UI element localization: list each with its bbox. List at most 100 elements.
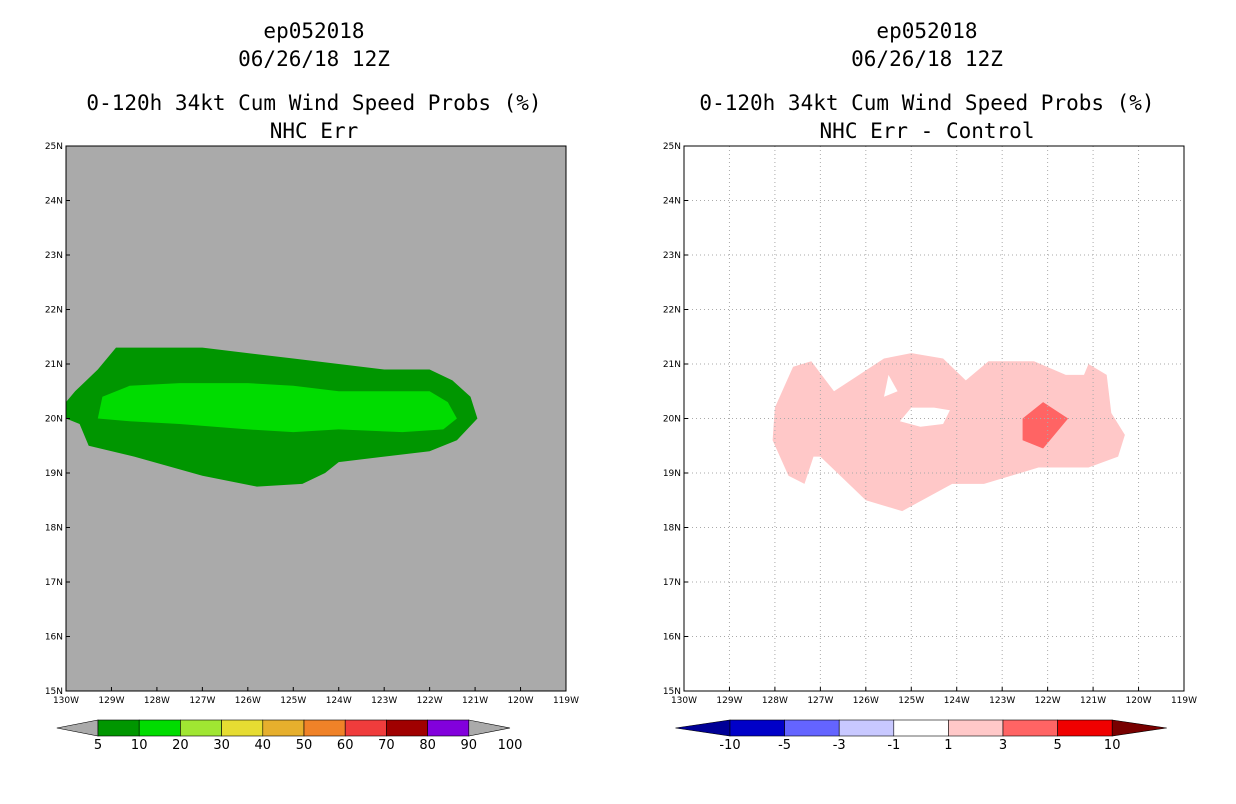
lon-tick-label: 130W — [53, 696, 79, 706]
lon-tick-label: 127W — [189, 696, 215, 706]
lon-tick-label: 122W — [417, 696, 443, 706]
lon-tick-label: 119W — [553, 696, 579, 706]
lat-tick-label: 22N — [663, 306, 681, 316]
colorbar-label: 20 — [172, 738, 189, 753]
lon-tick-label: 124W — [326, 696, 352, 706]
right-subtitle: NHC Err - Control — [820, 119, 1035, 143]
colorbar-label: 30 — [213, 738, 230, 753]
colorbar-label: 10 — [1104, 738, 1121, 753]
lat-tick-label: 24N — [663, 197, 681, 207]
lat-tick-label: 18N — [45, 524, 63, 534]
right-contours — [772, 353, 1125, 512]
colorbar-segment — [303, 719, 346, 737]
colorbar-segment — [784, 719, 840, 737]
colorbar-segment — [948, 719, 1004, 737]
right-grid — [684, 146, 1184, 691]
lat-tick-label: 24N — [45, 197, 63, 207]
colorbar-label: 40 — [255, 738, 272, 753]
lon-tick-label: 128W — [762, 696, 788, 706]
colorbar-segment — [893, 719, 949, 737]
left-colorbar: 5 10 20 30 40 50 60 70 80 90 100 — [56, 719, 522, 753]
lat-tick-label: 16N — [663, 633, 681, 643]
lat-tick-label: 19N — [45, 469, 63, 479]
lon-tick-label: 119W — [1171, 696, 1197, 706]
lon-tick-label: 128W — [144, 696, 170, 706]
left-datetime: 06/26/18 12Z — [238, 47, 390, 71]
colorbar-segment — [729, 719, 785, 737]
right-product-title: 0-120h 34kt Cum Wind Speed Probs (%) — [699, 91, 1154, 115]
colorbar-label: -1 — [887, 738, 900, 753]
right-colorbar: -10 -5 -3 -1 1 3 5 10 — [675, 719, 1167, 753]
colorbar-label: 1 — [944, 738, 952, 753]
lon-tick-label: 129W — [716, 696, 742, 706]
lat-tick-label: 16N — [45, 633, 63, 643]
lat-tick-label: 19N — [663, 469, 681, 479]
right-axis-ticks: 130W 129W 128W 127W 126W 125W 124W 123W 122W 121W… — [663, 142, 1197, 706]
lat-tick-label: 25N — [45, 142, 63, 152]
lon-tick-label: 120W — [508, 696, 534, 706]
colorbar-segment — [138, 719, 181, 737]
lat-tick-label: 21N — [663, 360, 681, 370]
lat-tick-label: 22N — [45, 306, 63, 316]
colorbar-segment — [838, 719, 895, 737]
colorbar-label: -3 — [833, 738, 846, 753]
contour-3-5 — [1022, 402, 1069, 449]
colorbar-segment — [97, 719, 140, 737]
left-product-title: 0-120h 34kt Cum Wind Speed Probs (%) — [86, 91, 541, 115]
colorbar-segment — [386, 719, 428, 737]
lon-tick-label: 121W — [1080, 696, 1106, 706]
right-panel: ep052018 06/26/18 12Z 0-120h 34kt Cum Wi… — [663, 19, 1197, 753]
lat-tick-label: 18N — [663, 524, 681, 534]
lat-tick-label: 20N — [663, 415, 681, 425]
lat-tick-label: 21N — [45, 360, 63, 370]
lat-tick-label: 23N — [45, 251, 63, 261]
lon-tick-label: 129W — [98, 696, 124, 706]
colorbar-label: 10 — [131, 738, 148, 753]
colorbar-label: 70 — [378, 738, 395, 753]
colorbar-label: 90 — [461, 738, 478, 753]
lon-tick-label: 127W — [807, 696, 833, 706]
colorbar-low-arrow — [675, 719, 731, 737]
colorbar-segment — [427, 719, 470, 737]
colorbar-segment — [262, 719, 305, 737]
colorbar-segment — [1002, 719, 1058, 737]
lon-tick-label: 126W — [235, 696, 261, 706]
lat-tick-label: 25N — [663, 142, 681, 152]
colorbar-label: -10 — [719, 738, 740, 753]
lat-tick-label: 17N — [45, 578, 63, 588]
lon-tick-label: 120W — [1126, 696, 1152, 706]
colorbar-high-arrow — [468, 719, 511, 737]
lon-tick-label: 126W — [853, 696, 879, 706]
colorbar-label: 5 — [1053, 738, 1061, 753]
lon-tick-label: 121W — [462, 696, 488, 706]
colorbar-label: 60 — [337, 738, 354, 753]
colorbar-label: -5 — [778, 738, 791, 753]
left-contours — [66, 347, 478, 487]
lat-tick-label: 15N — [663, 687, 681, 697]
lon-tick-label: 123W — [371, 696, 397, 706]
left-subtitle: NHC Err — [270, 119, 359, 143]
colorbar-segment — [180, 719, 222, 737]
lat-tick-label: 15N — [45, 687, 63, 697]
colorbar-segment — [1057, 719, 1113, 737]
lon-tick-label: 130W — [671, 696, 697, 706]
colorbar-segment — [344, 719, 387, 737]
right-storm-id: ep052018 — [876, 19, 977, 43]
lon-tick-label: 125W — [280, 696, 306, 706]
lon-tick-label: 123W — [989, 696, 1015, 706]
lat-tick-label: 17N — [663, 578, 681, 588]
contour-1-3 — [772, 353, 1125, 512]
lat-tick-label: 20N — [45, 415, 63, 425]
colorbar-label: 80 — [419, 738, 436, 753]
left-panel: ep052018 06/26/18 12Z 0-120h 34kt Cum Wi… — [45, 19, 579, 753]
colorbar-label: 5 — [94, 738, 102, 753]
colorbar-segment — [221, 719, 264, 737]
colorbar-label: 3 — [999, 738, 1007, 753]
colorbar-label: 50 — [296, 738, 313, 753]
lon-tick-label: 125W — [898, 696, 924, 706]
left-storm-id: ep052018 — [263, 19, 364, 43]
colorbar-low-arrow — [56, 719, 99, 737]
left-axis-ticks: 130W 129W 128W 127W 126W 125W 124W 123W 122W 121W… — [45, 142, 579, 706]
contour-10-20 — [97, 383, 457, 433]
